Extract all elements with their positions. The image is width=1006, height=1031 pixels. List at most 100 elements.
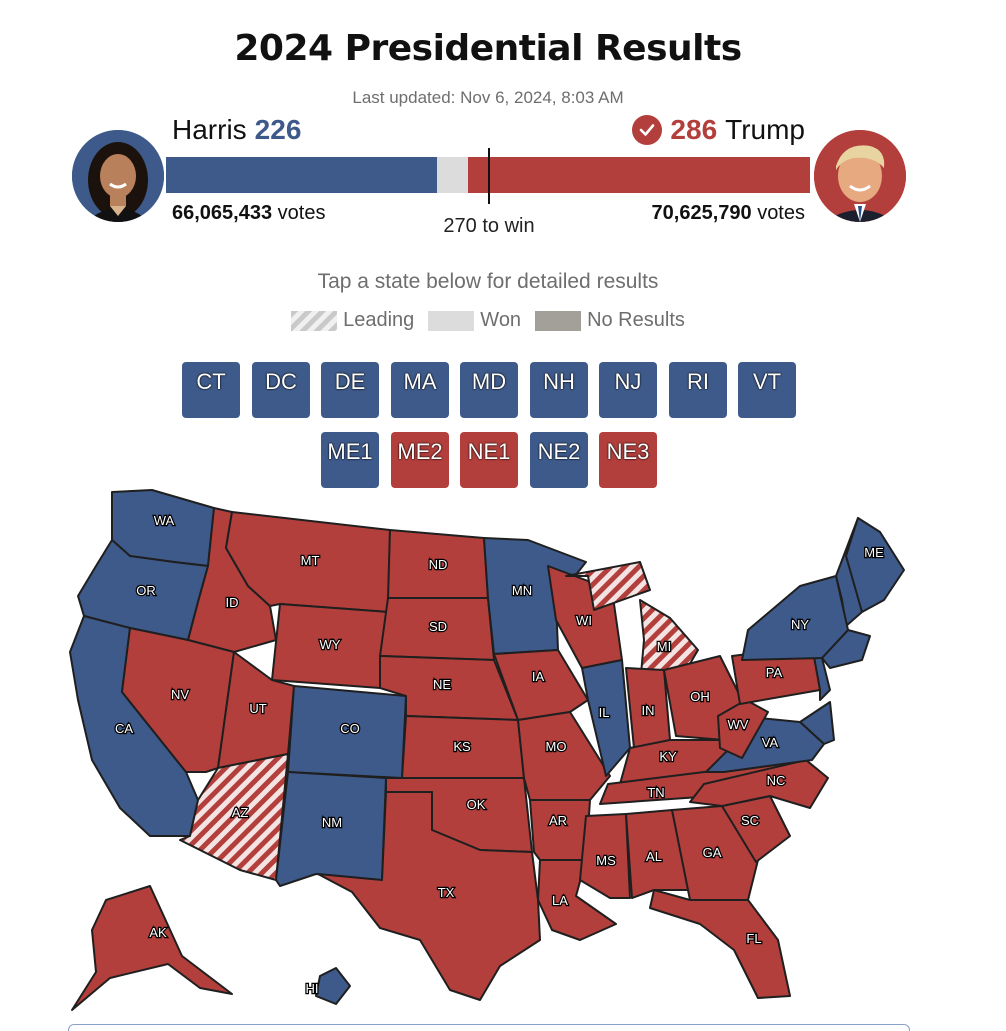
state-chip-nj[interactable]: NJ xyxy=(599,362,657,418)
state-chip-de[interactable]: DE xyxy=(321,362,379,418)
state-shape-mn[interactable] xyxy=(483,537,587,655)
harris-header: Harris 226 xyxy=(172,114,301,146)
trump-vote-count: 70,625,790 xyxy=(651,202,752,224)
state-label-co: CO xyxy=(340,721,360,736)
state-label-ak: AK xyxy=(149,925,167,940)
state-label-ar: AR xyxy=(549,813,567,828)
state-shape-al[interactable] xyxy=(625,809,691,899)
state-label-mo: MO xyxy=(546,739,567,754)
state-label-fl: FL xyxy=(746,931,761,946)
state-shape-nc[interactable] xyxy=(689,759,829,809)
state-label-sc: SC xyxy=(741,813,759,828)
legend-won-label: Won xyxy=(480,309,522,331)
trump-header: 286 Trump xyxy=(632,114,805,146)
state-shape-ia[interactable] xyxy=(493,649,589,721)
state-label-sd: SD xyxy=(429,619,447,634)
checkmark-icon xyxy=(632,115,663,145)
state-label-ny: NY xyxy=(791,617,809,632)
state-label-tx: TX xyxy=(438,885,455,900)
harris-photo-icon xyxy=(72,130,164,222)
state-label-il: IL xyxy=(599,705,610,720)
state-label-mt: MT xyxy=(301,553,320,568)
harris-vote-count: 66,065,433 xyxy=(172,202,273,224)
state-label-ia: IA xyxy=(532,669,545,684)
page-title: 2024 Presidential Results xyxy=(234,28,742,69)
harris-votes: 66,065,433 votes xyxy=(172,202,325,225)
state-chip-nh[interactable]: NH xyxy=(530,362,588,418)
trump-name: Trump xyxy=(725,114,805,145)
district-chip-ne1[interactable]: NE1 xyxy=(460,432,518,488)
trump-bar-segment xyxy=(467,157,810,193)
state-label-nd: ND xyxy=(429,557,448,572)
state-chip-dc[interactable]: DC xyxy=(252,362,310,418)
state-shape-ar[interactable] xyxy=(529,799,591,861)
state-shape-me[interactable] xyxy=(845,517,905,613)
state-shape-tx[interactable] xyxy=(317,791,541,1001)
harris-bar-segment xyxy=(166,157,437,193)
state-label-mi: MI xyxy=(657,639,671,654)
state-label-ok: OK xyxy=(467,797,486,812)
state-label-nc: NC xyxy=(767,773,786,788)
state-label-ks: KS xyxy=(453,739,471,754)
legend: Leading Won No Results xyxy=(0,309,976,332)
state-label-az: AZ xyxy=(232,805,249,820)
state-chip-ri[interactable]: RI xyxy=(669,362,727,418)
trump-votes: 70,625,790 votes xyxy=(652,202,805,225)
state-chip-vt[interactable]: VT xyxy=(738,362,796,418)
district-chip-me1[interactable]: ME1 xyxy=(321,432,379,488)
state-label-nm: NM xyxy=(322,815,342,830)
trump-votes-label: votes xyxy=(757,202,805,224)
state-shape-ny[interactable] xyxy=(741,575,849,661)
trump-electoral: 286 xyxy=(670,114,718,145)
state-label-ca: CA xyxy=(115,721,133,736)
leading-swatch xyxy=(291,310,338,331)
legend-leading-label: Leading xyxy=(343,309,415,331)
no-results-swatch xyxy=(535,310,582,331)
state-chip-md[interactable]: MD xyxy=(460,362,518,418)
harris-name: Harris xyxy=(172,114,247,145)
state-label-or: OR xyxy=(136,583,156,598)
legend-won: Won xyxy=(428,309,521,332)
state-label-ut: UT xyxy=(249,701,266,716)
state-label-wi: WI xyxy=(576,613,592,628)
state-label-al: AL xyxy=(646,849,662,864)
state-label-me: ME xyxy=(864,545,884,560)
legend-none-label: No Results xyxy=(587,309,685,331)
state-label-nv: NV xyxy=(171,687,189,702)
state-label-ms: MS xyxy=(596,853,616,868)
state-label-wv: WV xyxy=(728,717,749,732)
state-shape-hi[interactable] xyxy=(315,967,351,1005)
district-chip-ne3[interactable]: NE3 xyxy=(599,432,657,488)
state-label-oh: OH xyxy=(690,689,710,704)
harris-votes-label: votes xyxy=(277,202,326,224)
win-threshold-marker xyxy=(488,148,490,204)
state-shape-mi[interactable] xyxy=(565,561,651,611)
district-chip-me2[interactable]: ME2 xyxy=(391,432,449,488)
state-label-mn: MN xyxy=(512,583,532,598)
state-label-hi: HI xyxy=(306,981,319,996)
state-label-tn: TN xyxy=(647,785,664,800)
state-label-la: LA xyxy=(552,893,568,908)
state-shape-il[interactable] xyxy=(581,659,631,777)
district-chip-ne2[interactable]: NE2 xyxy=(530,432,588,488)
state-label-wy: WY xyxy=(320,637,341,652)
state-chip-ma[interactable]: MA xyxy=(391,362,449,418)
state-label-ne: NE xyxy=(433,677,451,692)
harris-electoral: 226 xyxy=(254,114,302,145)
state-label-va: VA xyxy=(762,735,779,750)
state-shape-ak[interactable] xyxy=(71,885,233,1011)
state-label-in: IN xyxy=(642,703,655,718)
won-swatch xyxy=(428,310,475,331)
state-shape-nv[interactable] xyxy=(121,627,235,773)
state-shape-az[interactable] xyxy=(179,753,289,881)
state-shape-ms[interactable] xyxy=(579,813,631,899)
state-label-id: ID xyxy=(226,595,239,610)
legend-no-results: No Results xyxy=(535,309,685,332)
state-label-pa: PA xyxy=(766,665,783,680)
state-label-ga: GA xyxy=(703,845,722,860)
last-updated: Last updated: Nov 6, 2024, 8:03 AM xyxy=(352,88,624,107)
state-shape-fl[interactable] xyxy=(649,889,791,999)
state-chip-ct[interactable]: CT xyxy=(182,362,240,418)
instructions-text: Tap a state below for detailed results xyxy=(317,270,659,293)
